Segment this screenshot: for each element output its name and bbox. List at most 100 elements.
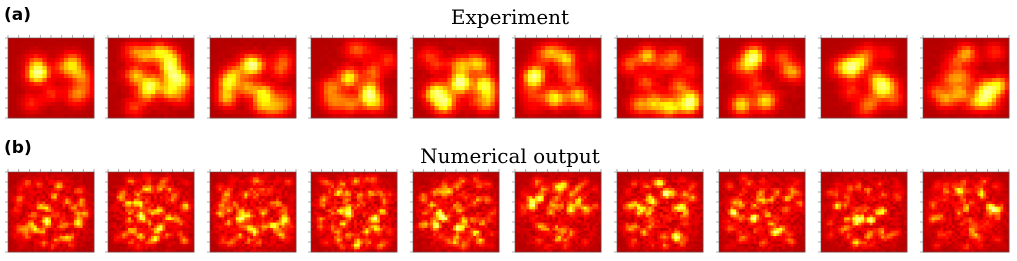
heatmap-cell xyxy=(160,50,165,54)
heatmap-cell xyxy=(227,74,232,78)
heatmap-cell xyxy=(413,86,418,90)
heatmap-cell xyxy=(736,62,741,66)
heatmap-cell xyxy=(42,228,45,231)
heatmap-cell xyxy=(68,239,71,242)
heatmap-cell xyxy=(847,38,852,42)
heatmap-cell xyxy=(796,50,801,54)
heatmap-cell xyxy=(275,106,280,110)
heatmap-cell xyxy=(249,42,254,46)
heatmap-cell xyxy=(983,82,988,86)
heatmap-cell xyxy=(996,46,1001,50)
heatmap-cell xyxy=(949,106,954,110)
heatmap-cell xyxy=(155,98,160,102)
heatmap-cell xyxy=(677,46,682,50)
heatmap-cell xyxy=(825,82,830,86)
heatmap-cell xyxy=(639,90,644,94)
heatmap-cell xyxy=(30,54,35,58)
heatmap-cell xyxy=(456,42,461,46)
heatmap-cell xyxy=(17,228,20,231)
heatmap-cell xyxy=(210,78,215,82)
heatmap-cell xyxy=(890,110,895,114)
heatmap-cell xyxy=(311,82,316,86)
heatmap-cell xyxy=(74,172,77,175)
heatmap-cell xyxy=(73,102,78,106)
heatmap-cell xyxy=(85,239,88,242)
heatmap-cell xyxy=(970,38,975,42)
heatmap-cell xyxy=(77,231,80,234)
heatmap-cell xyxy=(240,74,245,78)
heatmap-cell xyxy=(549,66,554,70)
heatmap-cell xyxy=(903,78,908,82)
heatmap-cell xyxy=(682,70,687,74)
heatmap-cell xyxy=(643,110,648,114)
heatmap-cell xyxy=(758,74,763,78)
heatmap-cell xyxy=(134,86,139,90)
heatmap-cell xyxy=(57,217,60,220)
heatmap-cell xyxy=(682,106,687,110)
heatmap-cell xyxy=(779,46,784,50)
heatmap-cell xyxy=(694,106,699,110)
heatmap-cell xyxy=(528,78,533,82)
heatmap-cell xyxy=(227,58,232,62)
heatmap-cell xyxy=(745,46,750,50)
heatmap-cell xyxy=(181,86,186,90)
heatmap-cell xyxy=(244,110,249,114)
heatmap-cell xyxy=(532,54,537,58)
heatmap-cell xyxy=(868,98,873,102)
heatmap-cell xyxy=(643,78,648,82)
heatmap-cell xyxy=(898,98,903,102)
heatmap-cell xyxy=(549,106,554,110)
heatmap-cell xyxy=(873,102,878,106)
heatmap-cell xyxy=(801,54,806,58)
heatmap-cell xyxy=(337,62,342,66)
heatmap-cell xyxy=(545,82,550,86)
heatmap-cell xyxy=(422,62,427,66)
heatmap-cell xyxy=(253,106,258,110)
heatmap-cell xyxy=(11,199,14,202)
heatmap-cell xyxy=(664,50,669,54)
heatmap-cell xyxy=(40,183,43,186)
heatmap-cell xyxy=(37,177,40,180)
heatmap-cell xyxy=(17,62,22,66)
heatmap-cell xyxy=(185,38,190,42)
heatmap-cell xyxy=(11,172,14,175)
heatmap-cell xyxy=(860,38,865,42)
heatmap-cell xyxy=(54,239,57,242)
heatmap-cell xyxy=(651,90,656,94)
heatmap-cell xyxy=(31,201,34,204)
heatmap-cell xyxy=(621,106,626,110)
heatmap-cell xyxy=(886,90,891,94)
heatmap-cell xyxy=(796,86,801,90)
heatmap-cell xyxy=(953,46,958,50)
heatmap-cell xyxy=(80,220,83,223)
heatmap-cell xyxy=(42,220,45,223)
heatmap-cell xyxy=(74,220,77,223)
heatmap-cell xyxy=(8,193,11,196)
heatmap-cell xyxy=(549,46,554,50)
heatmap-cell xyxy=(877,70,882,74)
heatmap-cell xyxy=(435,46,440,50)
heatmap-cell xyxy=(367,94,372,98)
heatmap-cell xyxy=(275,58,280,62)
heatmap-cell xyxy=(257,70,262,74)
heatmap-cell xyxy=(495,62,500,66)
heatmap-cell xyxy=(47,106,52,110)
heatmap-cell xyxy=(753,78,758,82)
heatmap-cell xyxy=(932,66,937,70)
heatmap-cell xyxy=(732,102,737,106)
heatmap-cell xyxy=(584,50,589,54)
heatmap-cell xyxy=(71,199,74,202)
heatmap-cell xyxy=(22,193,25,196)
heatmap-cell xyxy=(728,70,733,74)
heatmap-cell xyxy=(34,66,39,70)
heatmap-cell xyxy=(936,78,941,82)
heatmap-cell xyxy=(749,82,754,86)
heatmap-cell xyxy=(860,110,865,114)
heatmap-cell xyxy=(85,212,88,215)
heatmap-cell xyxy=(673,38,678,42)
heatmap-cell xyxy=(28,217,31,220)
heatmap-cell xyxy=(71,204,74,207)
heatmap-cell xyxy=(51,74,56,78)
heatmap-cell xyxy=(74,185,77,188)
heatmap-cell xyxy=(341,98,346,102)
